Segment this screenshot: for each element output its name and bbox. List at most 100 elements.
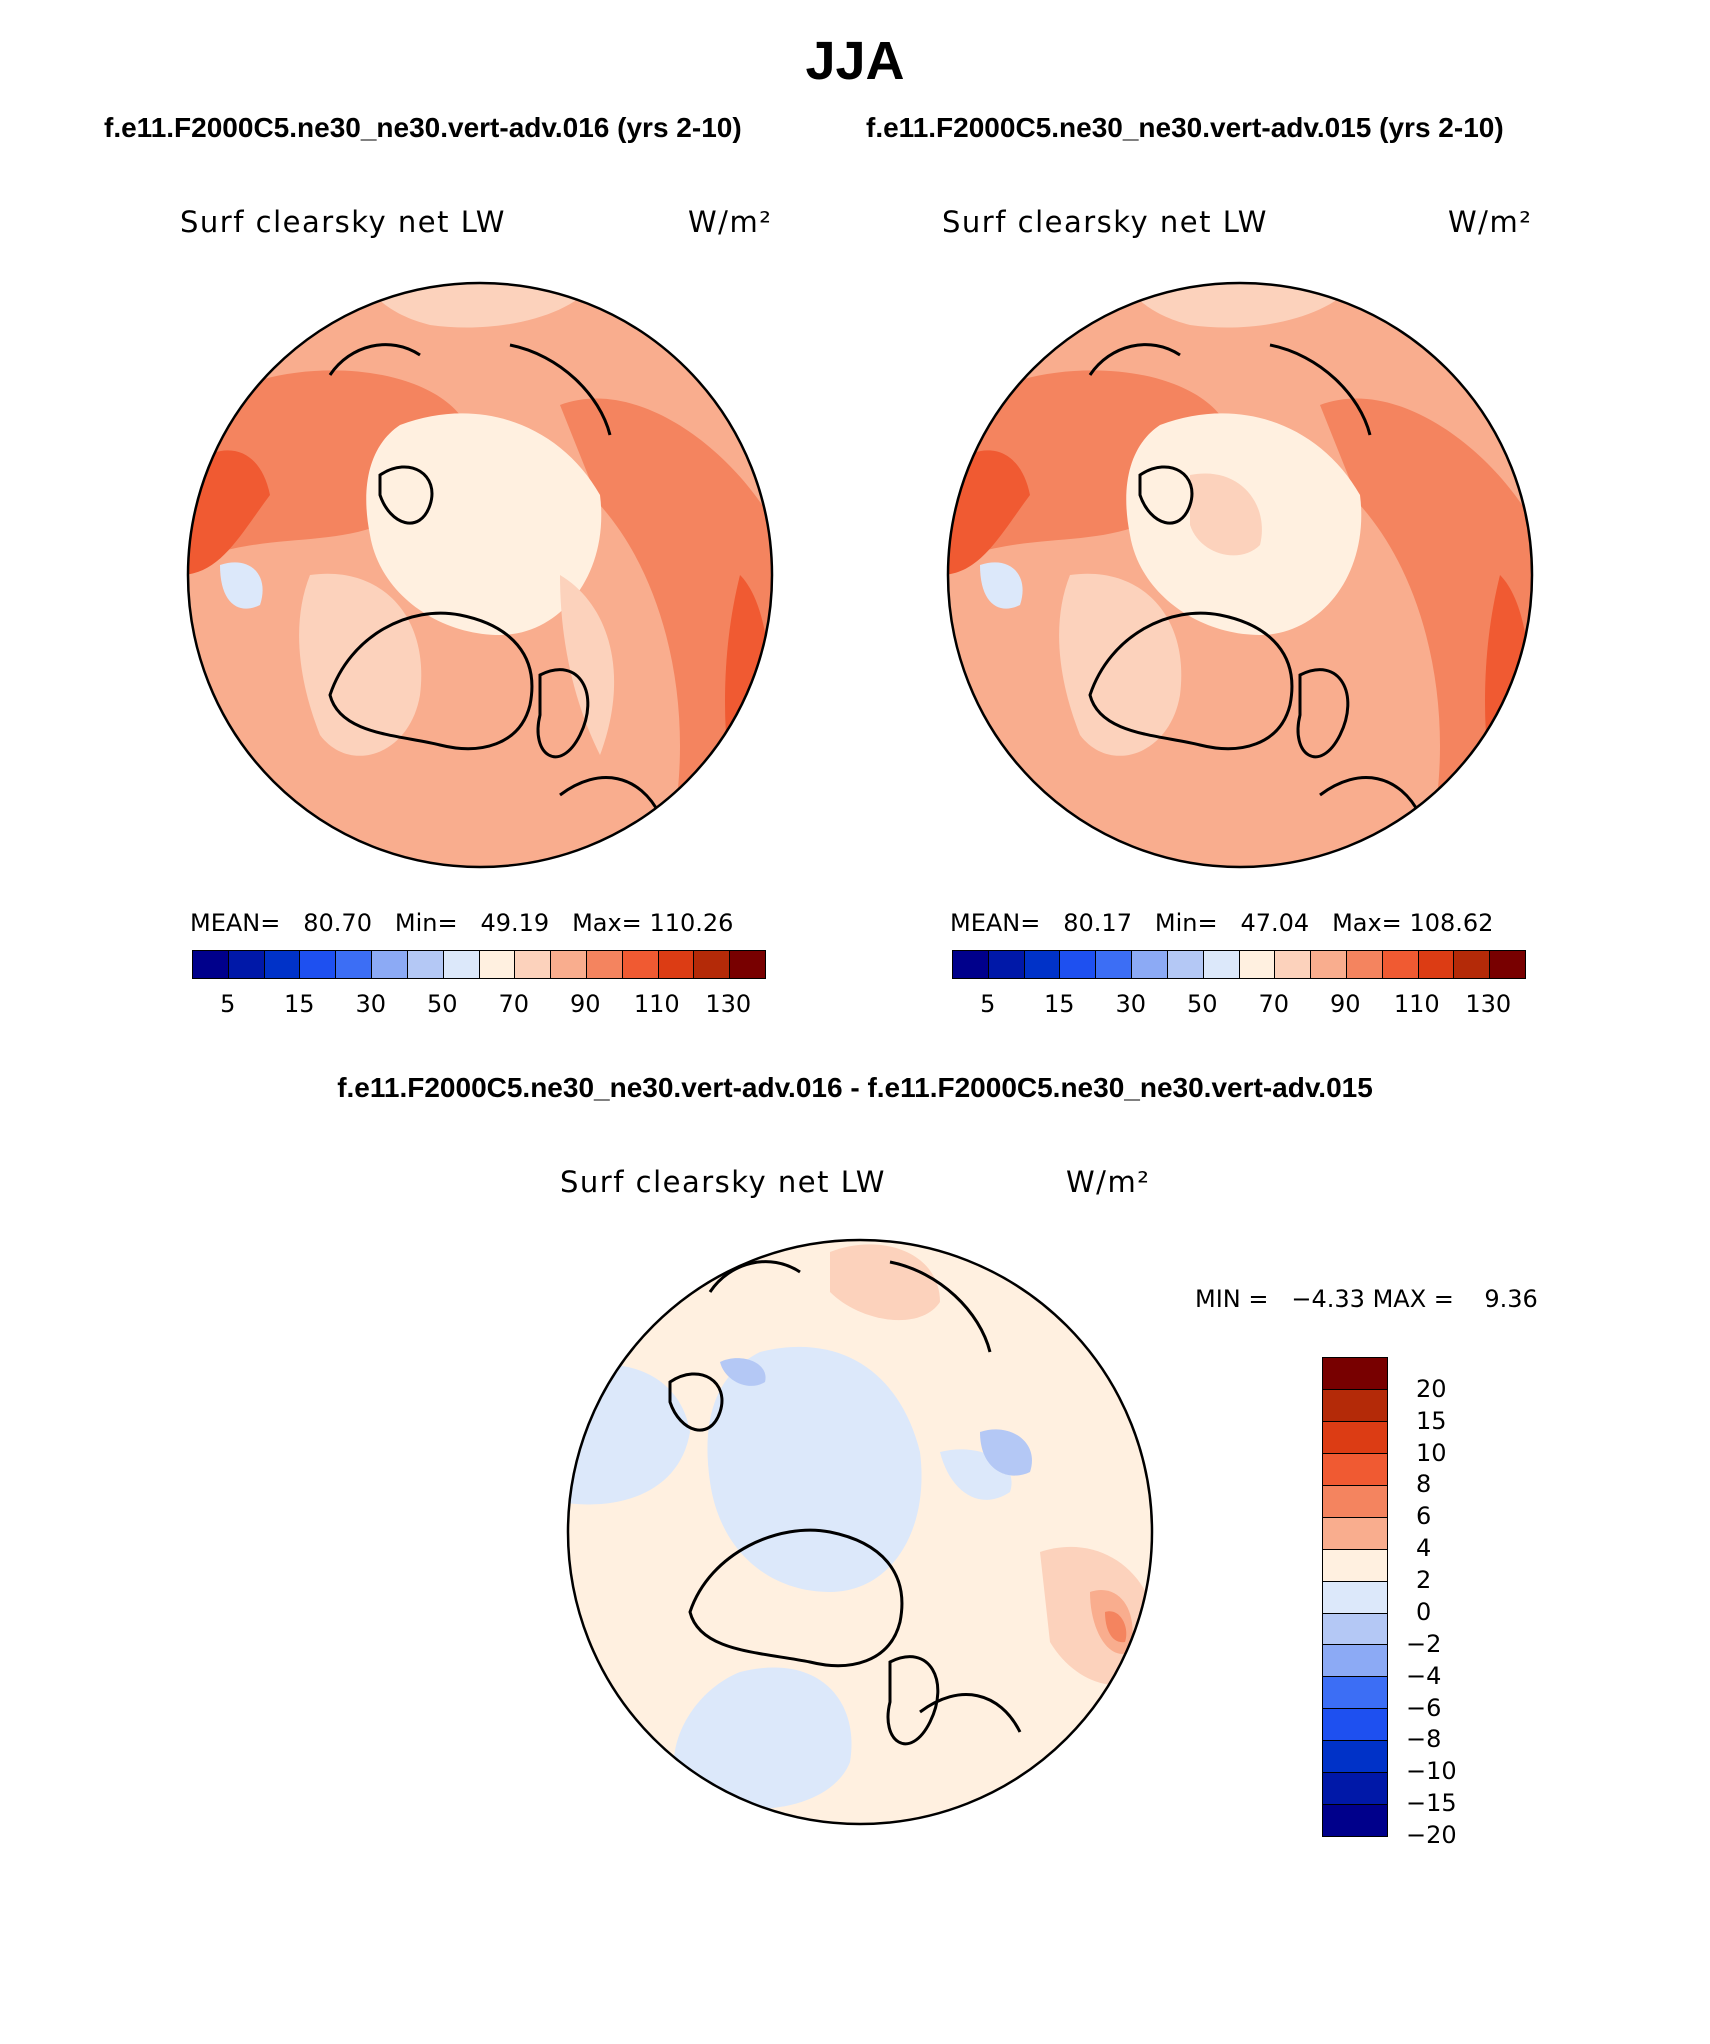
- colorbar-swatch: [1323, 1485, 1387, 1518]
- colorbar-swatch: [372, 951, 408, 978]
- colorbar-swatch: [1239, 951, 1276, 978]
- colorbar-tick-label: −20: [1406, 1821, 1457, 1849]
- colorbar-tick-label: −2: [1406, 1629, 1442, 1658]
- panel2-colorbar-ticks: 5 15 30 50 70 90 110 130: [952, 990, 1524, 1020]
- colorbar-swatch: [1060, 951, 1097, 978]
- colorbar-swatch: [1382, 951, 1419, 978]
- colorbar-tick-label: 50: [1186, 990, 1218, 1018]
- panel1-colorbar-ticks: 5 15 30 50 70 90 110 130: [192, 990, 764, 1020]
- colorbar-tick-label: 20: [1416, 1374, 1447, 1403]
- case-label-left: f.e11.F2000C5.ne30_ne30.vert-adv.016 (yr…: [104, 112, 742, 143]
- colorbar-tick-label: −8: [1406, 1725, 1442, 1754]
- colorbar-swatch: [953, 951, 989, 978]
- colorbar-tick-label: 5: [220, 990, 236, 1018]
- colorbar-swatch: [1323, 1358, 1387, 1390]
- colorbar-swatch: [551, 951, 587, 978]
- colorbar-swatch: [1346, 951, 1383, 978]
- panel2-stats: MEAN= 80.17 Min= 47.04 Max= 108.62: [950, 909, 1494, 937]
- colorbar-swatch: [1096, 951, 1133, 978]
- panel2-units: W/m²: [1448, 205, 1533, 239]
- colorbar-tick-label: 30: [355, 990, 387, 1018]
- colorbar-swatch: [193, 951, 229, 978]
- colorbar-swatch: [658, 951, 695, 978]
- panel1-stats: MEAN= 80.70 Min= 49.19 Max= 110.26: [190, 909, 734, 937]
- diff-variable: Surf clearsky net LW: [560, 1165, 886, 1199]
- panel1-colorbar: [192, 950, 766, 979]
- panel1-polar-map: [186, 281, 774, 869]
- diff-units: W/m²: [1066, 1165, 1151, 1199]
- colorbar-tick-label: −10: [1406, 1757, 1457, 1786]
- colorbar-tick-label: 90: [1329, 990, 1361, 1018]
- colorbar-tick-label: 15: [1416, 1406, 1447, 1435]
- colorbar-swatch: [1323, 1517, 1387, 1550]
- colorbar-swatch: [622, 951, 659, 978]
- panel2-variable: Surf clearsky net LW: [942, 205, 1268, 239]
- colorbar-swatch: [1323, 1389, 1387, 1422]
- colorbar-swatch: [264, 951, 301, 978]
- colorbar-tick-label: 15: [1043, 990, 1075, 1018]
- colorbar-tick-label: 110: [633, 990, 680, 1018]
- colorbar-tick-label: 90: [569, 990, 601, 1018]
- colorbar-swatch: [1323, 1677, 1387, 1710]
- colorbar-swatch: [1418, 951, 1455, 978]
- colorbar-tick-label: 70: [1258, 990, 1290, 1018]
- colorbar-swatch: [988, 951, 1025, 978]
- colorbar-swatch: [730, 951, 765, 978]
- colorbar-swatch: [515, 951, 552, 978]
- colorbar-swatch: [1323, 1549, 1387, 1582]
- colorbar-swatch: [1275, 951, 1312, 978]
- diff-stats: MIN = −4.33 MAX = 9.36: [1195, 1285, 1538, 1313]
- figure-title: JJA: [805, 31, 905, 91]
- colorbar-swatch: [407, 951, 444, 978]
- difference-polar-map: [566, 1238, 1154, 1826]
- diff-colorbar-ticks: 20 15 10 8 6 4 2 0 −2 −4 −6 −8 −10 −15 −20: [1406, 1357, 1506, 1849]
- colorbar-swatch: [1323, 1453, 1387, 1486]
- colorbar-swatch: [1203, 951, 1240, 978]
- colorbar-tick-label: 10: [1416, 1438, 1447, 1467]
- colorbar-swatch: [1167, 951, 1204, 978]
- colorbar-tick-label: 4: [1416, 1534, 1432, 1563]
- panel2-colorbar: [952, 950, 1526, 979]
- colorbar-swatch: [1311, 951, 1347, 978]
- colorbar-tick-label: 130: [1465, 990, 1512, 1018]
- difference-title: f.e11.F2000C5.ne30_ne30.vert-adv.016 - f…: [337, 1072, 1373, 1103]
- colorbar-tick-label: 15: [283, 990, 315, 1018]
- colorbar-swatch: [1323, 1709, 1387, 1742]
- colorbar-tick-label: 2: [1416, 1566, 1432, 1595]
- colorbar-swatch: [1323, 1741, 1387, 1774]
- panel2-polar-map: [946, 281, 1534, 869]
- colorbar-tick-label: −4: [1406, 1661, 1442, 1690]
- colorbar-swatch: [1024, 951, 1061, 978]
- colorbar-tick-label: 70: [498, 990, 530, 1018]
- colorbar-swatch: [694, 951, 731, 978]
- colorbar-swatch: [1323, 1773, 1387, 1806]
- colorbar-tick-label: 8: [1416, 1470, 1432, 1499]
- colorbar-tick-label: 110: [1393, 990, 1440, 1018]
- colorbar-swatch: [1323, 1805, 1387, 1837]
- panel1-variable: Surf clearsky net LW: [180, 205, 506, 239]
- colorbar-tick-label: −6: [1406, 1693, 1442, 1722]
- colorbar-swatch: [1323, 1581, 1387, 1614]
- colorbar-swatch: [586, 951, 623, 978]
- case-label-right: f.e11.F2000C5.ne30_ne30.vert-adv.015 (yr…: [866, 112, 1504, 143]
- colorbar-tick-label: 5: [980, 990, 996, 1018]
- colorbar-tick-label: 6: [1416, 1502, 1432, 1531]
- colorbar-tick-label: 130: [705, 990, 752, 1018]
- colorbar-swatch: [1454, 951, 1491, 978]
- colorbar-tick-label: 0: [1416, 1597, 1432, 1626]
- colorbar-tick-label: 30: [1115, 990, 1147, 1018]
- colorbar-tick-label: −15: [1406, 1789, 1457, 1818]
- panel1-units: W/m²: [688, 205, 773, 239]
- colorbar-swatch: [1323, 1613, 1387, 1646]
- colorbar-swatch: [1132, 951, 1168, 978]
- colorbar-swatch: [300, 951, 337, 978]
- colorbar-swatch: [1323, 1421, 1387, 1454]
- colorbar-swatch: [443, 951, 480, 978]
- colorbar-swatch: [1323, 1645, 1387, 1678]
- colorbar-swatch: [479, 951, 516, 978]
- colorbar-swatch: [228, 951, 265, 978]
- colorbar-swatch: [1490, 951, 1525, 978]
- diff-colorbar: [1322, 1357, 1388, 1837]
- colorbar-swatch: [336, 951, 373, 978]
- colorbar-tick-label: 50: [426, 990, 458, 1018]
